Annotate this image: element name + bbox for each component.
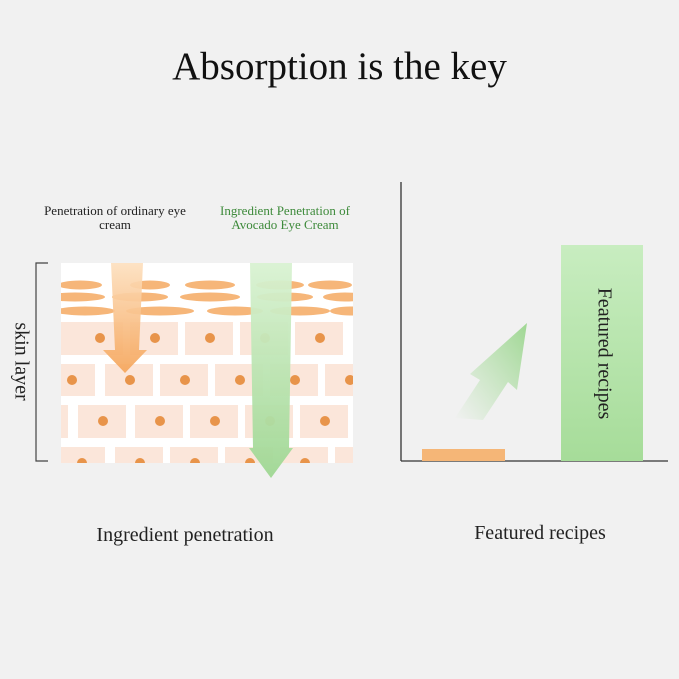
cell-nucleus [205,333,215,343]
cell-nucleus [125,375,135,385]
cell-nucleus [50,333,60,343]
skin-surface-cell [207,306,263,316]
skin-cell [280,447,328,463]
skin-surface-cell [308,280,352,290]
cell-nucleus [155,416,165,426]
cell-nucleus [95,333,105,343]
page-title: Absorption is the key [172,45,507,88]
cell-nucleus [190,458,200,463]
cell-nucleus [98,416,108,426]
cell-nucleus [245,458,255,463]
skin-surface-cell [61,280,102,290]
cell-nucleus [355,458,365,468]
cell-nucleus [40,416,50,426]
cell-nucleus [315,333,325,343]
featured-recipes-bar [561,245,643,461]
skin-surface-cell [330,306,353,316]
avocado-cream-label: Ingredient Penetration of Avocado Eye Cr… [220,203,350,232]
ordinary-penetration-arrow [103,263,147,373]
skin-layer-label: skin layer [10,322,33,401]
cell-nucleus [235,375,245,385]
skin-cell [61,405,68,438]
cell-nucleus [345,375,353,385]
cell-nucleus [180,375,190,385]
increase-arrow-icon [455,323,527,420]
ordinary-bar [422,449,505,461]
cell-nucleus [290,375,300,385]
skin-cell [335,447,353,463]
skin-surface-cell [185,280,235,290]
cell-nucleus [150,333,160,343]
left-caption: Ingredient penetration [96,524,274,546]
skin-layer-bracket [35,262,48,462]
right-caption: Featured recipes [474,522,606,544]
skin-surface-cell [180,292,240,302]
cell-nucleus [77,458,87,463]
cell-nucleus [67,375,77,385]
skin-cell [170,447,218,463]
skin-surface-cell [126,306,194,316]
cell-nucleus [210,416,220,426]
cell-nucleus [135,458,145,463]
skin-cell [61,447,105,463]
skin-surface-cell [61,292,105,302]
featured-recipes-bar-label: Featured recipes [593,287,616,420]
cell-nucleus [300,458,310,463]
skin-cell [61,322,78,355]
cell-nucleus [320,416,330,426]
ordinary-cream-label: Penetration of ordinary eye cream [44,203,186,232]
skin-surface-cell [61,306,115,316]
skin-cell [115,447,163,463]
skin-surface-cell [323,292,353,302]
skin-cross-section [40,263,365,468]
skin-cell [61,364,95,396]
avocado-penetration-arrow [249,263,293,478]
